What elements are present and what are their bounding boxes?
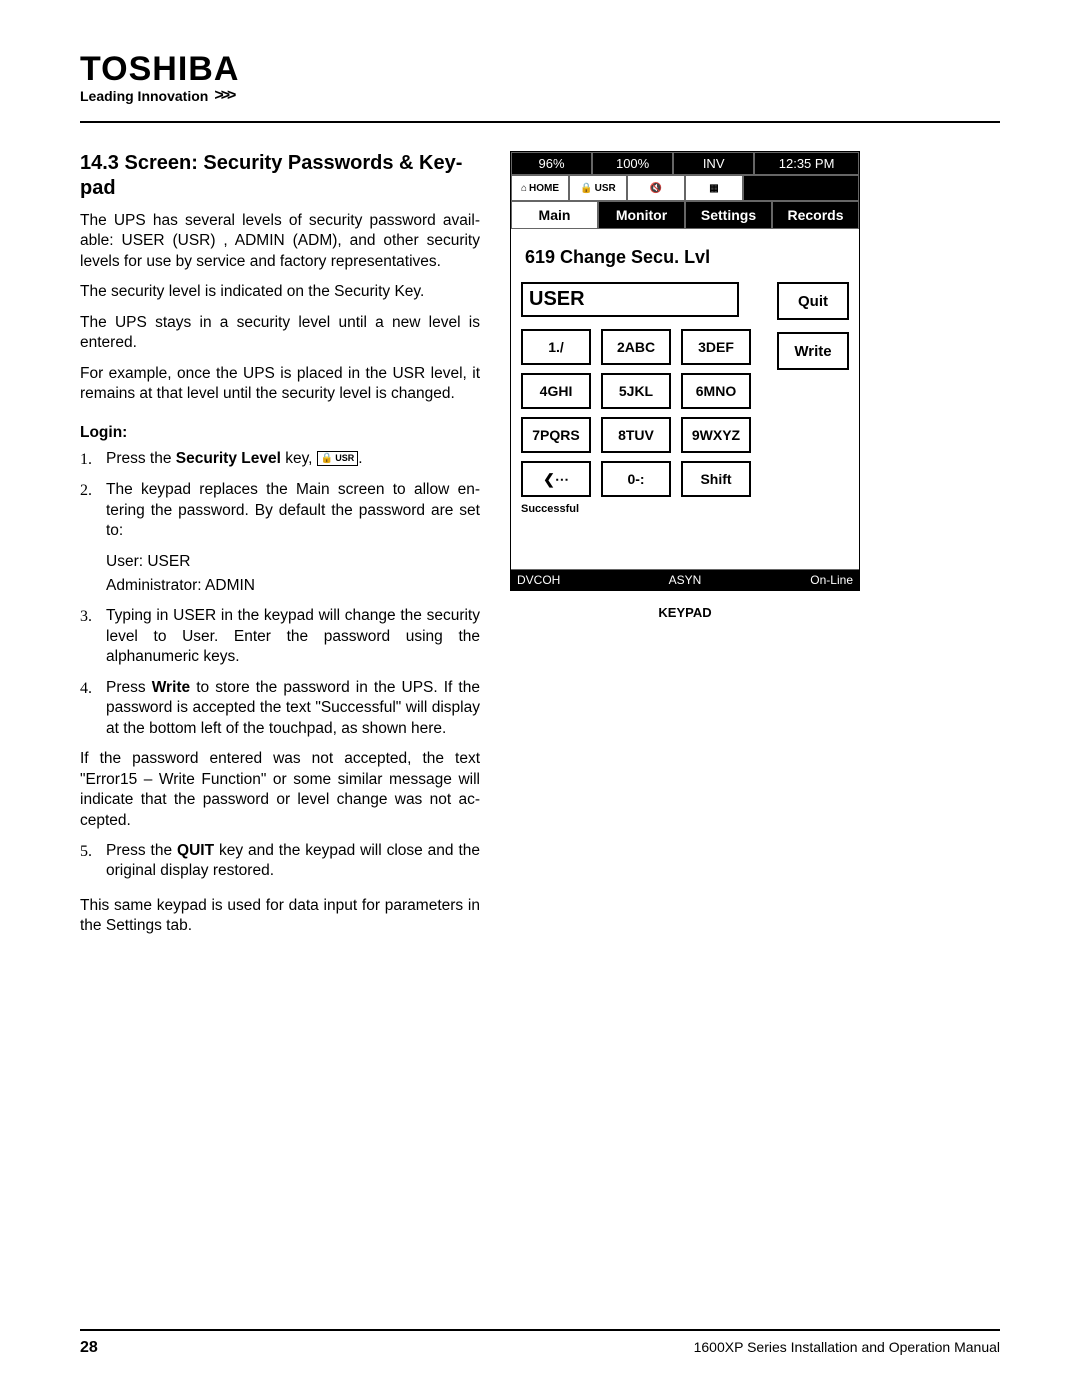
brand-tagline: Leading Innovation >>> xyxy=(80,87,1000,105)
tab-monitor[interactable]: Monitor xyxy=(598,201,685,229)
list-item: 3. Typing in USER in the keypad will cha… xyxy=(80,606,480,667)
screen-body: 619 Change Secu. Lvl USER 1./ 2ABC 3DEF … xyxy=(511,229,859,569)
key-5jkl[interactable]: 5JKL xyxy=(601,373,671,409)
list-item: 1. Press the Security Level key, 🔒USR. xyxy=(80,449,480,470)
doc-title: 1600XP Series Installation and Operation… xyxy=(694,1339,1000,1357)
top-rule xyxy=(80,121,1000,123)
brand-tagline-text: Leading Innovation xyxy=(80,88,208,104)
text: Press the xyxy=(106,842,177,859)
icon-label: HOME xyxy=(529,183,559,194)
load-status: 100% xyxy=(592,152,673,175)
quit-button[interactable]: Quit xyxy=(777,282,849,320)
list-number: 1. xyxy=(80,449,106,470)
chevrons-icon: >>> xyxy=(214,87,233,105)
paragraph: The UPS stays in a security level until … xyxy=(80,313,480,354)
tab-main[interactable]: Main xyxy=(511,201,598,229)
key-1[interactable]: 1./ xyxy=(521,329,591,365)
bottom-rule xyxy=(80,1329,1000,1331)
sub-item: User: USER xyxy=(106,552,480,572)
keypad-grid: 1./ 2ABC 3DEF 4GHI 5JKL 6MNO 7PQRS 8TUV … xyxy=(521,329,763,497)
home-icon: ⌂ xyxy=(521,183,527,194)
status-bar: 96% 100% INV 12:35 PM xyxy=(511,152,859,175)
grid-icon: ▦ xyxy=(709,183,718,194)
key-0[interactable]: 0-: xyxy=(601,461,671,497)
bold-text: QUIT xyxy=(177,842,214,859)
brand-block: TOSHIBA Leading Innovation >>> xyxy=(80,50,1000,105)
icon-bar: ⌂HOME 🔒USR 🔇 ▦ xyxy=(511,175,859,201)
lock-icon: 🔒 xyxy=(580,183,592,194)
paragraph: The UPS has several levels of security p… xyxy=(80,211,480,272)
password-input[interactable]: USER xyxy=(521,282,739,317)
list-number: 3. xyxy=(80,606,106,667)
tab-records[interactable]: Records xyxy=(772,201,859,229)
page-number: 28 xyxy=(80,1339,98,1357)
list-item: 4. Press Write to store the password in … xyxy=(80,678,480,739)
text: key, xyxy=(281,450,317,467)
key-9wxyz[interactable]: 9WXYZ xyxy=(681,417,751,453)
battery-status: 96% xyxy=(511,152,592,175)
footer-center: ASYN xyxy=(627,570,743,590)
paragraph: The security level is indicated on the S… xyxy=(80,282,480,302)
blank-cell xyxy=(743,175,859,201)
text: Press xyxy=(106,679,152,696)
section-title: 14.3 Screen: Security Passwords & Key­pa… xyxy=(80,151,480,201)
grid-button[interactable]: ▦ xyxy=(685,175,743,201)
write-button[interactable]: Write xyxy=(777,332,849,370)
key-6mno[interactable]: 6MNO xyxy=(681,373,751,409)
sound-button[interactable]: 🔇 xyxy=(627,175,685,201)
text: Typing in USER in the keypad will change… xyxy=(106,606,480,667)
login-header: Login: xyxy=(80,423,480,443)
usr-button[interactable]: 🔒USR xyxy=(569,175,627,201)
list-number: 5. xyxy=(80,841,106,882)
key-2abc[interactable]: 2ABC xyxy=(601,329,671,365)
footer-left: DVCOH xyxy=(511,570,627,590)
screen-title: 619 Change Secu. Lvl xyxy=(521,247,849,268)
page-footer: 28 1600XP Series Installation and Operat… xyxy=(80,1339,1000,1357)
sub-item: Administrator: ADMIN xyxy=(106,576,480,596)
bold-text: Security Level xyxy=(176,450,281,467)
usr-key-icon: 🔒USR xyxy=(317,451,358,466)
key-4ghi[interactable]: 4GHI xyxy=(521,373,591,409)
list-item: 5. Press the QUIT key and the keypad wil… xyxy=(80,841,480,882)
paragraph: If the password entered was not accepted… xyxy=(80,749,480,831)
tab-settings[interactable]: Settings xyxy=(685,201,772,229)
tab-bar: Main Monitor Settings Records xyxy=(511,201,859,229)
speaker-icon: 🔇 xyxy=(650,183,662,194)
screen-footer: DVCOH ASYN On-Line xyxy=(511,569,859,590)
status-message: Successful xyxy=(521,503,763,515)
key-3def[interactable]: 3DEF xyxy=(681,329,751,365)
ups-screen: 96% 100% INV 12:35 PM ⌂HOME 🔒USR 🔇 ▦ Mai… xyxy=(510,151,860,591)
figure-caption: KEYPAD xyxy=(510,605,860,620)
list-item: 2. The keypad replaces the Main screen t… xyxy=(80,480,480,541)
key-shift[interactable]: Shift xyxy=(681,461,751,497)
paragraph: For example, once the UPS is placed in t… xyxy=(80,364,480,405)
footer-right: On-Line xyxy=(743,570,859,590)
text: The keypad replaces the Main screen to a… xyxy=(106,480,480,541)
key-7pqrs[interactable]: 7PQRS xyxy=(521,417,591,453)
list-number: 2. xyxy=(80,480,106,541)
icon-label: USR xyxy=(595,183,616,194)
key-back[interactable]: ❮⋯ xyxy=(521,461,591,497)
bold-text: Write xyxy=(152,679,190,696)
home-button[interactable]: ⌂HOME xyxy=(511,175,569,201)
brand-name: TOSHIBA xyxy=(80,50,1000,89)
time-status: 12:35 PM xyxy=(754,152,859,175)
icon-label: USR xyxy=(335,453,354,465)
mode-status: INV xyxy=(673,152,754,175)
lock-icon: 🔒 xyxy=(321,452,333,465)
paragraph: This same keypad is used for data input … xyxy=(80,896,480,937)
left-column: 14.3 Screen: Security Passwords & Key­pa… xyxy=(80,151,480,1329)
key-8tuv[interactable]: 8TUV xyxy=(601,417,671,453)
list-number: 4. xyxy=(80,678,106,739)
text: Press the xyxy=(106,450,176,467)
